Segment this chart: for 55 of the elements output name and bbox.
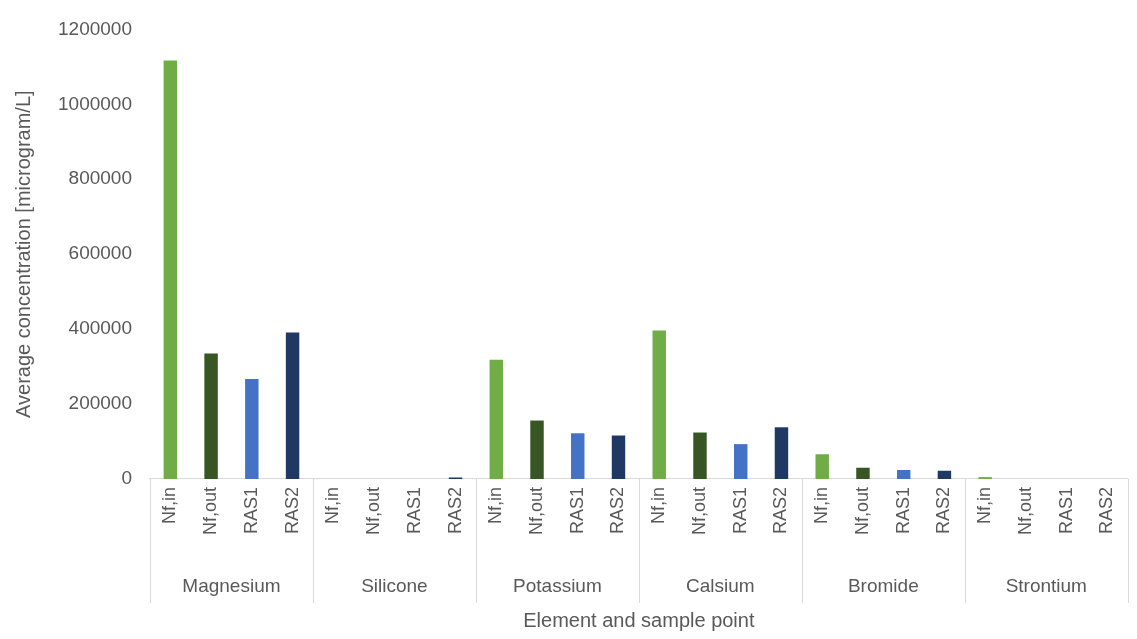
- x-tick-label: RAS1: [1055, 486, 1076, 535]
- x-tick-label: RAS1: [892, 486, 913, 535]
- text: Calsium: [686, 575, 755, 597]
- y-tick-label: 600000: [68, 242, 132, 264]
- x-tick-label: RAS1: [403, 486, 424, 535]
- y-tick-label: 0: [121, 467, 132, 489]
- text: Strontium: [1005, 575, 1087, 597]
- x-tick-label: RAS1: [240, 486, 261, 535]
- bar: [285, 332, 300, 479]
- x-tick-label: RAS1: [729, 486, 750, 535]
- x-tick-label: Nf,out: [363, 486, 384, 536]
- x-tick-label: Nf,out: [200, 486, 221, 536]
- text: Bromide: [847, 575, 919, 597]
- y-tick-label: 1000000: [58, 92, 132, 114]
- x-tick-label: Nf,in: [811, 486, 832, 524]
- x-axis-title: Element and sample point: [523, 608, 755, 631]
- x-tick-label: RAS2: [933, 486, 954, 535]
- bar: [489, 359, 503, 479]
- x-tick-label: RAS2: [281, 486, 302, 535]
- x-tick-label: RAS2: [607, 486, 628, 535]
- bar: [774, 427, 789, 479]
- bar: [245, 378, 259, 479]
- x-tick-label: Nf,in: [159, 486, 180, 524]
- bar: [937, 470, 952, 479]
- x-tick-label: Nf,in: [322, 486, 343, 524]
- text: Silicone: [361, 575, 428, 597]
- x-tick-label: Nf,in: [485, 486, 506, 524]
- bar: [611, 435, 626, 479]
- y-tick-label: 800000: [68, 167, 132, 189]
- bar: [815, 454, 829, 479]
- x-tick-label: Nf,in: [974, 486, 995, 524]
- bar: [652, 330, 666, 479]
- text: Magnesium: [182, 575, 281, 597]
- x-tick-label: Nf,out: [1014, 486, 1035, 536]
- x-tick-label: Nf,out: [525, 486, 546, 536]
- x-tick-label: RAS2: [444, 486, 465, 535]
- y-tick-label: 200000: [68, 392, 132, 414]
- text: Potassium: [513, 575, 602, 597]
- x-tick-label: Nf,out: [851, 486, 872, 536]
- x-tick-label: Nf,in: [648, 486, 669, 524]
- bar: [856, 467, 870, 479]
- bar: [734, 444, 748, 479]
- bar: [204, 353, 218, 479]
- y-axis-title: Average concentration [microgram/L]: [11, 90, 34, 418]
- bar: [163, 60, 178, 479]
- x-tick-label: Nf,out: [688, 486, 709, 536]
- y-tick-label: 400000: [68, 317, 132, 339]
- x-tick-label: RAS2: [1096, 486, 1117, 535]
- x-tick-label: RAS1: [566, 486, 587, 535]
- x-tick-label: RAS2: [770, 486, 791, 535]
- bar: [571, 433, 585, 479]
- y-tick-label: 1200000: [58, 17, 132, 39]
- bar: [693, 432, 707, 479]
- bar: [896, 469, 911, 479]
- bar: [530, 420, 544, 479]
